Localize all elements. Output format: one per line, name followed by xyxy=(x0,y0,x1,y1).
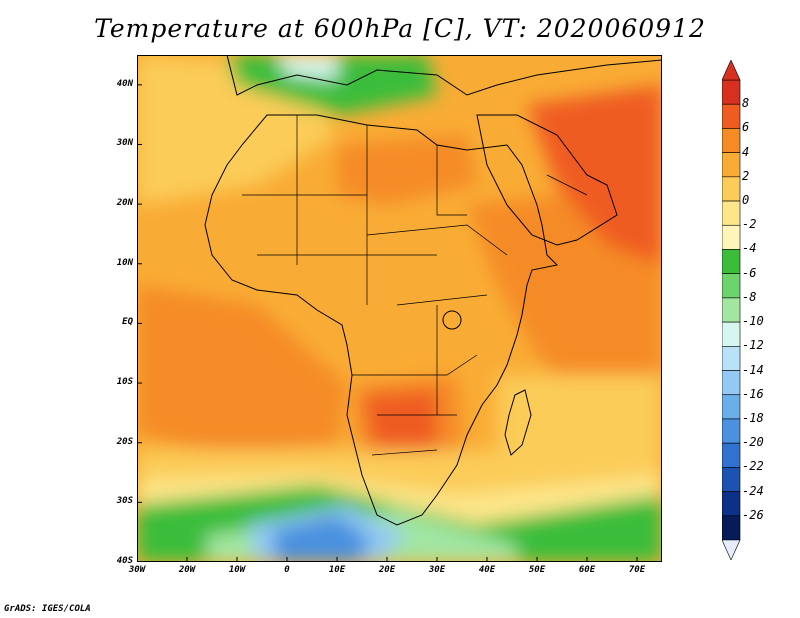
lon-label: 60E xyxy=(578,565,596,575)
madagascar-coast xyxy=(504,389,532,456)
chart-title: Temperature at 600hPa [C], VT: 202006091… xyxy=(94,14,706,43)
field-iran-hot xyxy=(527,85,662,265)
colorbar-swatch xyxy=(722,515,741,541)
colorbar-label: 4 xyxy=(742,144,750,159)
lat-label: 20N xyxy=(116,198,133,209)
colorbar-label: -24 xyxy=(742,483,764,498)
colorbar-label: 6 xyxy=(742,120,750,135)
lon-label: 30W xyxy=(128,565,146,575)
lat-label: 40N xyxy=(116,78,133,89)
colorbar-swatch xyxy=(722,249,741,274)
colorbar-top-arrow xyxy=(722,60,741,81)
europe-coast xyxy=(226,55,662,96)
lat-label: 10S xyxy=(116,377,133,388)
colorbar-swatch xyxy=(722,370,741,396)
lon-label: 10E xyxy=(328,565,346,575)
colorbar-label: -16 xyxy=(742,386,764,401)
colorbar-swatch xyxy=(722,128,741,153)
colorbar-label: -4 xyxy=(742,241,757,256)
lon-label: 50E xyxy=(528,565,546,575)
colorbar-label: -20 xyxy=(742,435,764,450)
map-ticks xyxy=(137,84,638,562)
field-north-cold xyxy=(277,55,337,80)
colorbar xyxy=(722,60,741,560)
colorbar-swatch xyxy=(722,103,741,129)
lon-label: 10W xyxy=(228,565,246,575)
lat-label: 30S xyxy=(116,496,133,507)
colorbar-swatch xyxy=(722,442,741,468)
arabia-coast xyxy=(476,114,618,246)
colorbar-label: -26 xyxy=(742,507,764,522)
lon-label: 0 xyxy=(284,565,290,575)
field-zambia-hot xyxy=(362,390,437,460)
colorbar-label: 2 xyxy=(742,168,750,183)
colorbar-swatch xyxy=(722,394,741,420)
field-south-atlantic-warm xyxy=(137,285,347,455)
map-panel xyxy=(137,55,662,562)
lat-label: 30N xyxy=(116,138,133,149)
lon-label: 70E xyxy=(628,565,646,575)
colorbar-label: -8 xyxy=(742,289,757,304)
colorbar-label: -18 xyxy=(742,410,764,425)
temperature-map xyxy=(137,55,662,562)
lat-label: 10N xyxy=(116,257,133,268)
africa-coast xyxy=(204,114,559,526)
colorbar-swatch xyxy=(722,491,741,517)
credit-text: GrADS: IGES/COLA xyxy=(4,604,91,614)
colorbar-label: -2 xyxy=(742,217,757,232)
field-south-coldest xyxy=(272,515,372,562)
coastlines xyxy=(204,55,662,526)
colorbar-swatch xyxy=(722,176,741,202)
colorbar-label: -12 xyxy=(742,338,764,353)
colorbar-bottom-arrow xyxy=(722,539,741,560)
field-sahara-warm xyxy=(337,135,477,205)
colorbar-label: -22 xyxy=(742,459,764,474)
colorbar-swatch xyxy=(722,321,741,347)
lon-label: 40E xyxy=(478,565,496,575)
lon-label: 20W xyxy=(178,565,196,575)
colorbar-swatch xyxy=(722,273,741,299)
colorbar-swatch xyxy=(722,297,741,323)
colorbar-label: -6 xyxy=(742,265,757,280)
colorbar-swatch xyxy=(722,79,741,105)
colorbar-label: 8 xyxy=(742,96,750,111)
colorbar-swatch xyxy=(722,152,741,178)
lat-label: 20S xyxy=(116,436,133,447)
lon-label: 20E xyxy=(378,565,396,575)
colorbar-swatch xyxy=(722,467,741,492)
colorbar-label: -10 xyxy=(742,314,764,329)
colorbar-swatch xyxy=(722,418,741,444)
field-med-green xyxy=(227,55,437,115)
lat-label: EQ xyxy=(122,317,133,328)
lake-victoria xyxy=(442,310,462,330)
map-frame xyxy=(137,55,662,562)
colorbar-swatch xyxy=(722,346,741,371)
country-borders xyxy=(242,115,588,456)
colorbar-swatch xyxy=(722,224,741,250)
lat-label: 40S xyxy=(116,556,133,566)
lon-label: 30E xyxy=(428,565,446,575)
colorbar-label: 0 xyxy=(742,193,750,208)
colorbar-swatch xyxy=(722,200,741,226)
colorbar-label: -14 xyxy=(742,362,764,377)
